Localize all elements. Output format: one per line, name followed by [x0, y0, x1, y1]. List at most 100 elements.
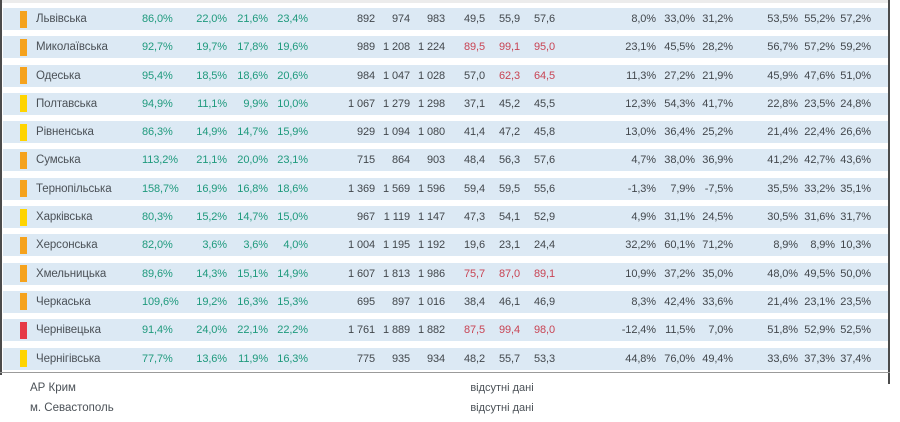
metric-value: 935 — [391, 352, 410, 365]
metric-value: 45,8 — [533, 126, 555, 139]
metric-value: -7,5% — [704, 182, 733, 195]
metric-value: 15,2% — [196, 211, 227, 224]
metric-value: 98,0 — [533, 324, 555, 337]
metric-value: 62,3 — [498, 69, 520, 82]
metric-value: 77,7% — [142, 352, 173, 365]
metric-value: 11,9% — [238, 352, 268, 365]
metric-value: 46,1 — [498, 295, 520, 308]
metric-value: 45,9% — [767, 69, 798, 82]
metric-value: 99,4 — [498, 324, 520, 337]
metric-value: 37,2% — [664, 267, 695, 280]
metric-value: 52,9 — [533, 211, 555, 224]
metric-value: 15,1% — [237, 267, 268, 280]
metric-value: 44,8% — [625, 352, 656, 365]
metric-value: 13,0% — [625, 126, 656, 139]
metric-value: 983 — [426, 13, 445, 25]
status-indicator-orange — [20, 236, 27, 254]
metric-value: 1 067 — [347, 97, 375, 110]
metric-value: 18,6% — [277, 182, 308, 195]
metric-value: 4,0% — [283, 239, 308, 252]
metric-value: 24,4 — [533, 239, 555, 252]
metric-value: 82,0% — [142, 239, 173, 252]
metric-value: 974 — [391, 13, 410, 25]
metric-value: -1,3% — [627, 182, 656, 195]
metric-value: 76,0% — [664, 352, 695, 365]
metric-value: 23,5% — [804, 97, 835, 110]
no-data-note: відсутні дані — [470, 382, 534, 394]
metric-value: 57,6 — [533, 154, 555, 167]
table-row: Одеська 95,4% 18,5% 18,6% 20,6% 984 1 047 1 028… — [3, 64, 888, 87]
metric-value: 15,0% — [277, 211, 308, 224]
region-name: Рівненська — [36, 126, 94, 139]
region-name: Хмельницька — [36, 267, 107, 280]
metric-value: 36,9% — [702, 154, 733, 167]
status-indicator-orange — [20, 151, 27, 169]
metric-value: 41,2% — [767, 154, 798, 167]
metric-value: 48,0% — [767, 267, 798, 280]
metric-value: 54,3% — [664, 97, 695, 110]
metric-value: 32,2% — [625, 239, 656, 252]
status-indicator-orange — [20, 180, 27, 198]
metric-value: 1 047 — [382, 69, 410, 82]
metric-value: -12,4% — [621, 324, 656, 337]
table-footer: АР Крим відсутні дані м. Севастополь від… — [3, 378, 888, 418]
metric-value: 1 596 — [417, 182, 445, 195]
metric-value: 48,2 — [463, 352, 485, 365]
metric-value: 55,7 — [498, 352, 520, 365]
table-row: Черкаська 109,6% 19,2% 16,3% 15,3% 695 897 1 01… — [3, 290, 888, 313]
metric-value: 19,2% — [196, 295, 227, 308]
metric-value: 1 569 — [382, 182, 410, 195]
metric-value: 158,7% — [142, 182, 179, 195]
metric-value: 1 369 — [347, 182, 375, 195]
region-name: Херсонська — [36, 239, 98, 252]
metric-value: 49,4% — [702, 352, 733, 365]
status-indicator-yellow — [20, 95, 27, 113]
metric-value: 59,2% — [840, 41, 871, 54]
metric-value: 14,9% — [196, 126, 227, 139]
region-name: Полтавська — [36, 97, 98, 110]
status-indicator-orange — [20, 38, 27, 56]
metric-value: 55,6 — [533, 182, 555, 195]
status-indicator-orange — [20, 265, 27, 283]
metric-value: 22,0% — [196, 13, 227, 25]
metric-value: 7,9% — [670, 182, 695, 195]
metric-value: 1 298 — [417, 97, 445, 110]
region-name: Тернопільська — [36, 182, 112, 195]
metric-value: 64,5 — [533, 69, 555, 82]
metric-value: 21,1% — [196, 154, 227, 167]
metric-value: 33,2% — [804, 182, 835, 195]
metric-value: 37,4% — [840, 352, 871, 365]
metric-value: 45,5 — [533, 97, 555, 110]
metric-value: 22,8% — [767, 97, 798, 110]
metric-value: 89,6% — [142, 267, 173, 280]
metric-value: 1 195 — [382, 239, 410, 252]
metric-value: 27,2% — [664, 69, 695, 82]
metric-value: 1 224 — [417, 41, 445, 54]
metric-value: 38,4 — [463, 295, 485, 308]
metric-value: 99,1 — [498, 41, 520, 54]
metric-value: 49,5 — [463, 13, 485, 25]
metric-value: 12,3% — [625, 97, 656, 110]
metric-value: 892 — [356, 13, 375, 25]
table-row: Чернігівська 77,7% 13,6% 11,9% 16,3% 775 935 93… — [3, 347, 888, 370]
metric-value: 22,4% — [804, 126, 835, 139]
no-data-note: відсутні дані — [470, 402, 534, 414]
metric-value: 8,0% — [631, 13, 656, 25]
status-indicator-red — [20, 321, 27, 339]
table-row: Львівська 86,0% 22,0% 21,6% 23,4% 892 974 983 49… — [3, 8, 888, 30]
metric-value: 19,7% — [196, 41, 227, 54]
table-row: АР Крим відсутні дані — [3, 378, 888, 398]
metric-value: 967 — [356, 211, 375, 224]
metric-value: 1 094 — [382, 126, 410, 139]
status-indicator-orange — [20, 293, 27, 311]
metric-value: 87,5 — [463, 324, 485, 337]
metric-value: 94,9% — [142, 97, 173, 110]
table-row: Сумська 113,2% 21,1% 20,0% 23,1% 715 864 903 48,… — [3, 149, 888, 172]
metric-value: 23,1 — [498, 239, 520, 252]
metric-value: 59,4 — [463, 182, 485, 195]
metric-value: 3,6% — [243, 239, 268, 252]
metric-value: 1 208 — [382, 41, 410, 54]
metric-value: 22,1% — [237, 324, 268, 337]
metric-value: 75,7 — [463, 267, 485, 280]
metric-value: 43,6% — [840, 154, 871, 167]
